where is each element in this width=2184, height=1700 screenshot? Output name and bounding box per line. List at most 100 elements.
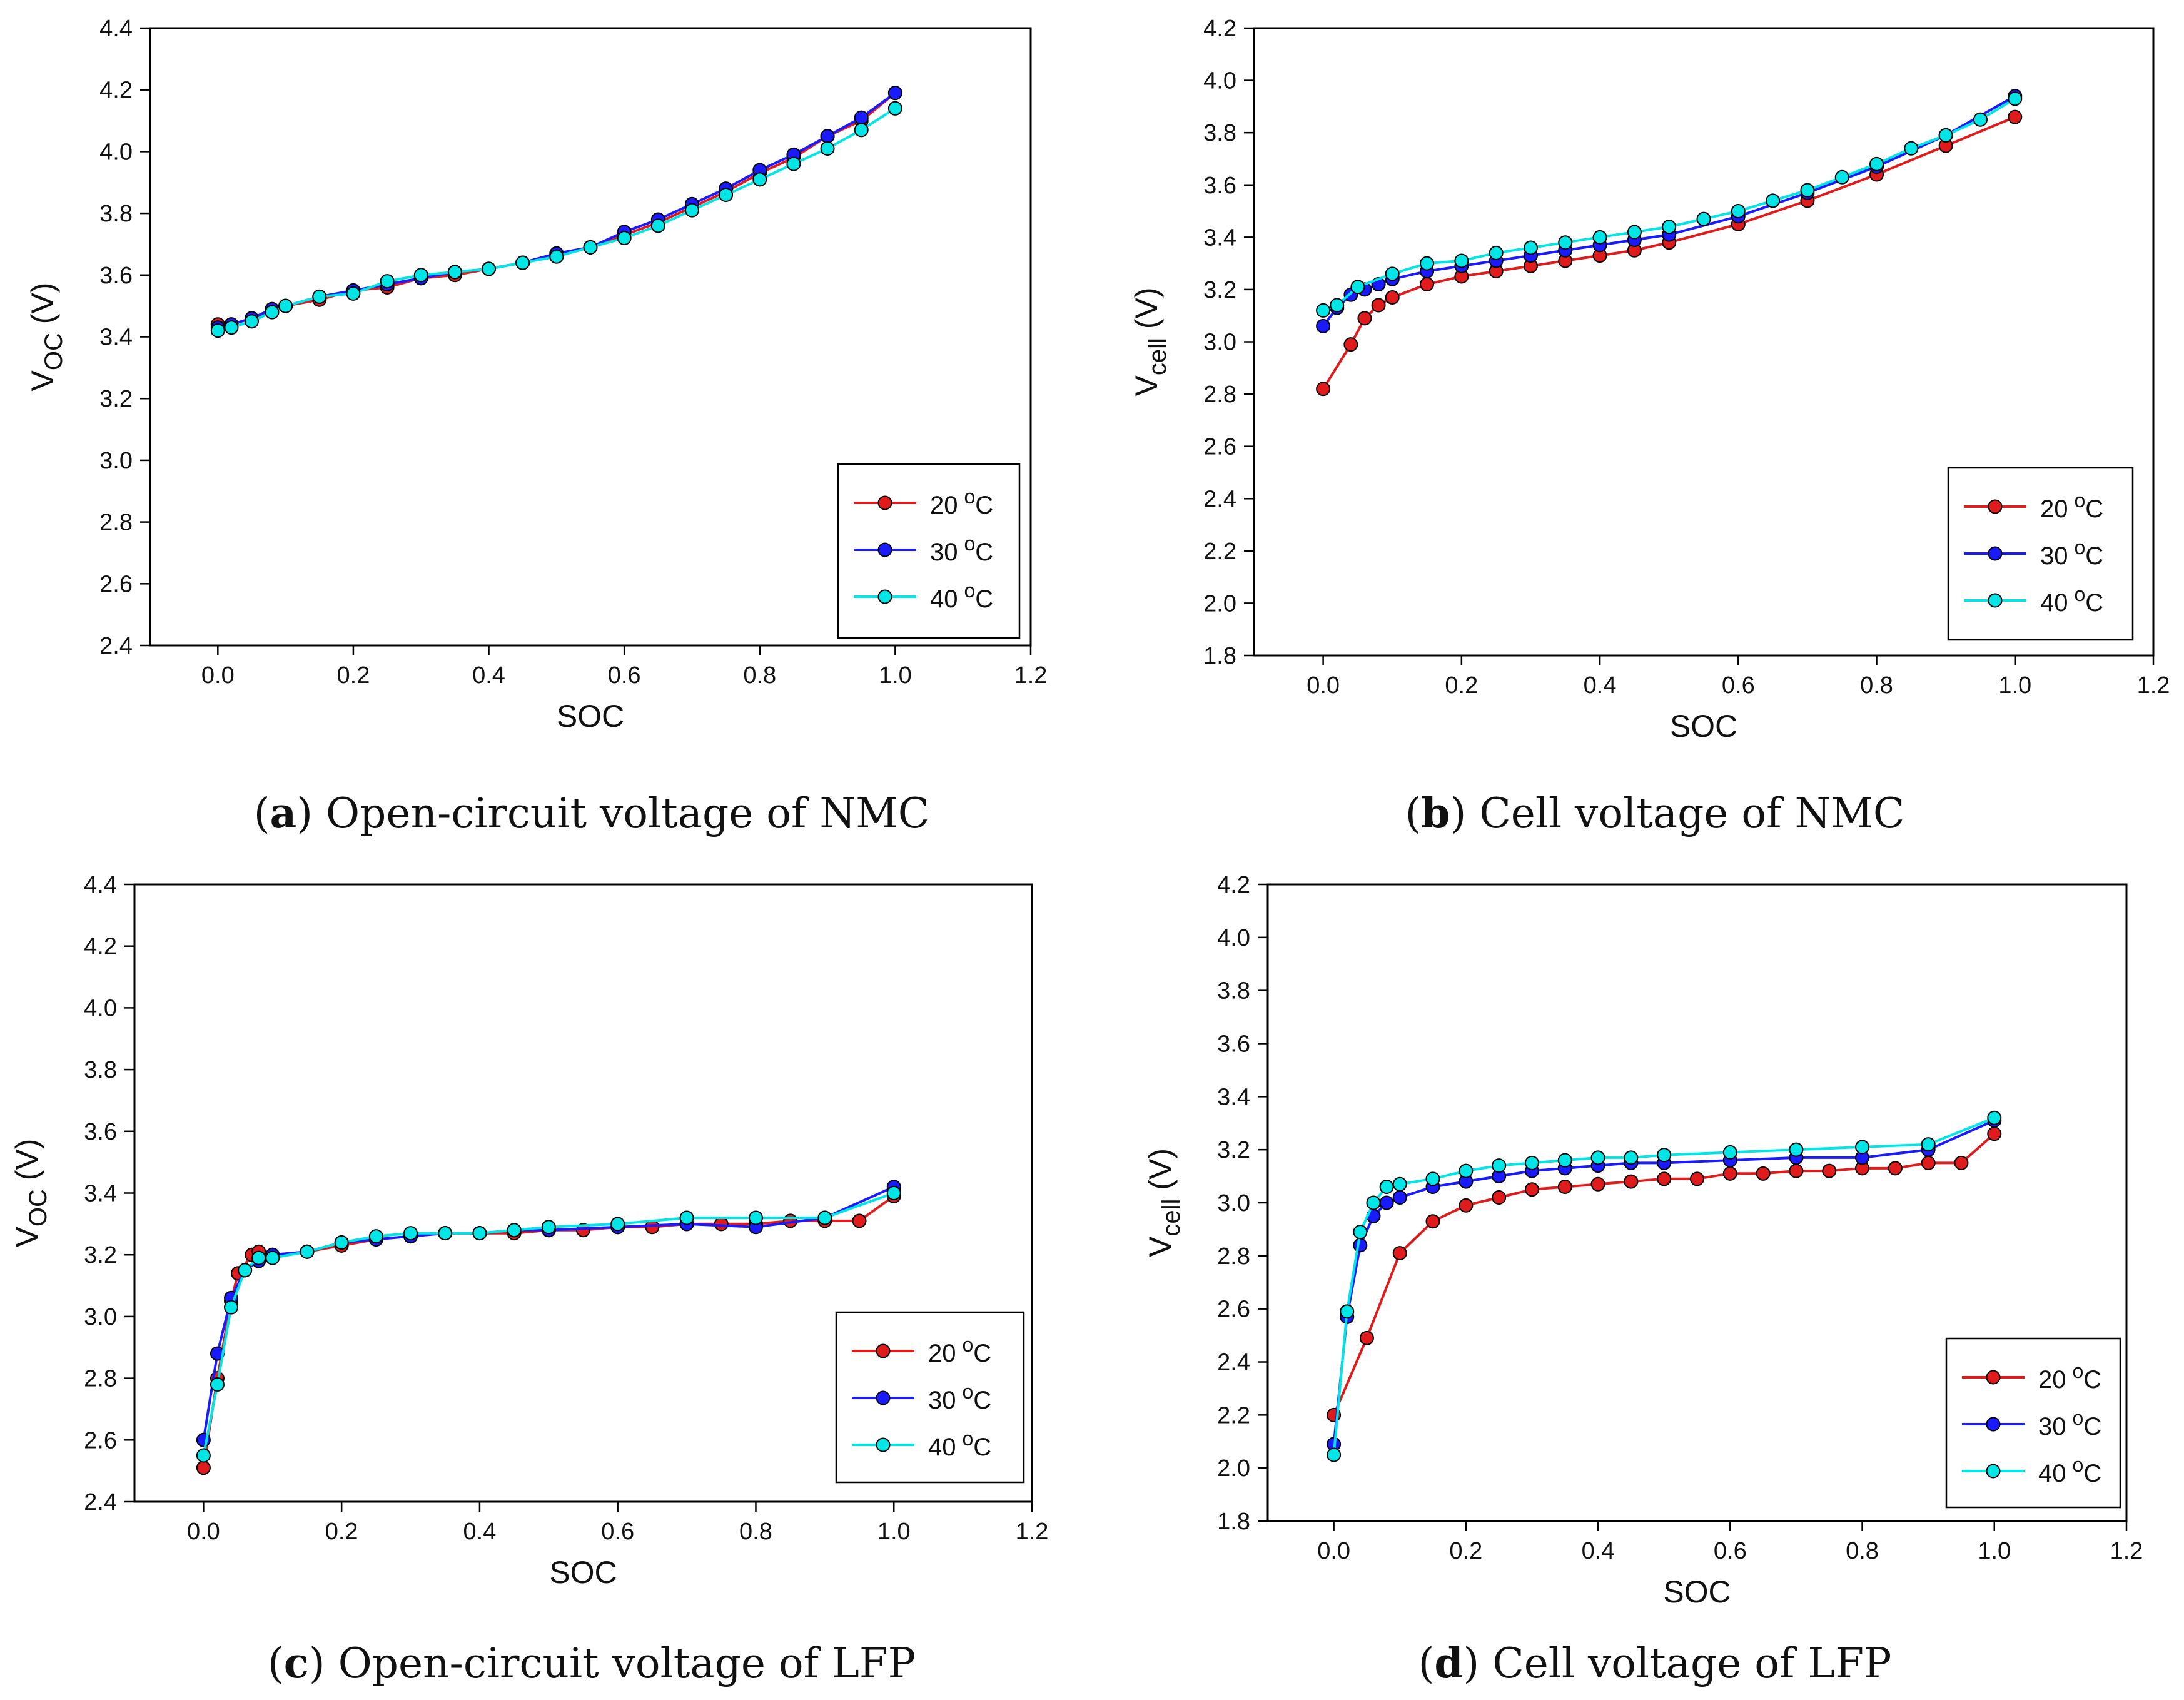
caption-paren-open: (: [268, 1639, 284, 1687]
legend-entry-name: 30: [928, 1387, 956, 1414]
legend-entry: 40 oC: [2038, 1454, 2101, 1487]
y-axis-label-unit: (V): [1129, 288, 1164, 338]
chart-panel-a: 0.0 0.2 0.4 0.6 0.8 1.0 1.2 2.4 2.6 2.8 3.0 3.2 3.4 3…: [25, 16, 1047, 734]
caption-a: (a) Open-circuit voltage of NMC: [254, 789, 929, 837]
series-40C: [1316, 91, 2023, 318]
data-point: [1392, 1176, 1407, 1192]
data-point: [1938, 128, 1953, 143]
legend-marker: [1986, 1464, 2001, 1479]
data-point: [300, 1244, 315, 1259]
legend-unit: C: [975, 539, 993, 566]
data-point: [1420, 277, 1435, 292]
data-point: [1357, 311, 1372, 326]
data-point: [852, 1213, 867, 1228]
data-point: [403, 1226, 418, 1241]
data-point: [1662, 220, 1677, 235]
data-point: [334, 1235, 349, 1250]
legend-degree-sup: o: [964, 532, 976, 555]
x-tick-label: 1.2: [1016, 1519, 1049, 1545]
data-point: [1904, 141, 1919, 156]
y-axis-label-main: V: [1143, 1236, 1178, 1257]
legend-marker: [1986, 1417, 2001, 1432]
data-point: [251, 1250, 266, 1265]
chart-panel-d: 0.0 0.2 0.4 0.6 0.8 1.0 1.2 1.8 2.0 2.2 2.4 2.6 2.8 3…: [1143, 872, 2143, 1609]
caption-letter: b: [1421, 789, 1450, 837]
data-point: [1524, 1155, 1539, 1170]
data-point: [583, 240, 598, 255]
x-tick-label: 1.0: [879, 662, 912, 689]
legend-unit: C: [975, 492, 993, 519]
data-point: [278, 298, 293, 313]
legend-entry: 30 oC: [2040, 536, 2103, 570]
x-tick-label: 0.0: [1307, 672, 1340, 699]
data-point: [817, 1210, 832, 1225]
data-point: [265, 1250, 280, 1265]
data-point: [1973, 112, 1988, 127]
x-axis-label: SOC: [557, 699, 624, 734]
legend-marker: [876, 1437, 891, 1452]
series-line: [1322, 98, 2016, 312]
y-tick-label: 3.4: [1203, 225, 1236, 251]
x-tick-label: 0.8: [1846, 1538, 1879, 1564]
y-axis-label: Vcell (V): [1129, 288, 1171, 397]
legend-entry: 30 oC: [2038, 1407, 2101, 1440]
y-tick-label: 4.2: [1217, 872, 1250, 898]
data-point: [1359, 1330, 1374, 1345]
data-point: [1459, 1163, 1474, 1178]
x-tick-label: 0.4: [1582, 1538, 1615, 1564]
y-tick-label: 2.8: [1203, 382, 1236, 408]
y-tick-label: 4.2: [84, 934, 117, 960]
y-axis-label-main: V: [1129, 375, 1164, 396]
legend-entry: 40 oC: [930, 579, 993, 613]
data-point: [1822, 1163, 1837, 1178]
legend-entry-name: 30: [2038, 1413, 2066, 1440]
caption-text: Cell voltage of LFP: [1479, 1639, 1891, 1687]
data-point: [719, 187, 734, 202]
y-tick-label: 3.0: [1217, 1190, 1250, 1217]
data-point: [1327, 1447, 1342, 1462]
y-axis-label-main: V: [25, 370, 60, 391]
chart-panels: 0.0 0.2 0.4 0.6 0.8 1.0 1.2 2.4 2.6 2.8 3.0 3.2 3.4 3…: [9, 16, 2170, 1609]
y-tick-label: 4.0: [1203, 68, 1236, 94]
y-axis-label-subscript: cell: [1144, 338, 1171, 375]
caption-paren-close: ): [296, 789, 313, 837]
legend-unit: C: [2085, 542, 2103, 570]
legend-unit: C: [2083, 1413, 2101, 1440]
data-point: [265, 305, 280, 320]
data-point: [1420, 256, 1435, 271]
y-tick-label: 3.4: [1217, 1084, 1250, 1110]
data-point: [786, 156, 801, 171]
x-tick-label: 0.0: [187, 1519, 220, 1545]
y-tick-label: 3.4: [99, 325, 133, 351]
legend-entry-name: 20: [928, 1340, 956, 1367]
y-tick-label: 3.0: [99, 448, 133, 474]
legend-entry-name: 20: [2040, 495, 2068, 523]
legend-entry: 40 oC: [928, 1427, 991, 1461]
legend-degree-sup: o: [2075, 583, 2086, 605]
legend-unit: C: [2083, 1366, 2101, 1394]
panel-captions: (a) Open-circuit voltage of NMC ( b) Cell …: [254, 789, 1905, 1687]
y-tick-label: 4.0: [99, 139, 133, 165]
x-tick-label: 0.2: [325, 1519, 358, 1545]
legend-entry: 30 oC: [928, 1380, 991, 1414]
data-point: [1425, 1214, 1440, 1229]
data-point: [1330, 298, 1345, 313]
legend-degree-sup: o: [2073, 1360, 2084, 1382]
caption-letter: d: [1434, 1639, 1463, 1687]
legend-entry-name: 30: [2040, 542, 2068, 570]
x-tick-label: 0.4: [1584, 672, 1617, 699]
data-point: [820, 141, 835, 156]
data-point: [1722, 1166, 1737, 1181]
data-point: [886, 1186, 901, 1200]
y-tick-label: 4.4: [99, 16, 133, 42]
legend-entry-name: 40: [928, 1434, 956, 1461]
legend-unit: C: [973, 1387, 991, 1414]
data-point: [1590, 1150, 1605, 1165]
data-point: [1987, 1110, 2002, 1125]
y-tick-label: 2.4: [84, 1489, 117, 1515]
y-tick-label: 4.0: [84, 995, 117, 1021]
y-tick-label: 3.0: [84, 1304, 117, 1330]
data-point: [1690, 1171, 1704, 1186]
y-axis-label-subscript: OC: [40, 333, 68, 370]
